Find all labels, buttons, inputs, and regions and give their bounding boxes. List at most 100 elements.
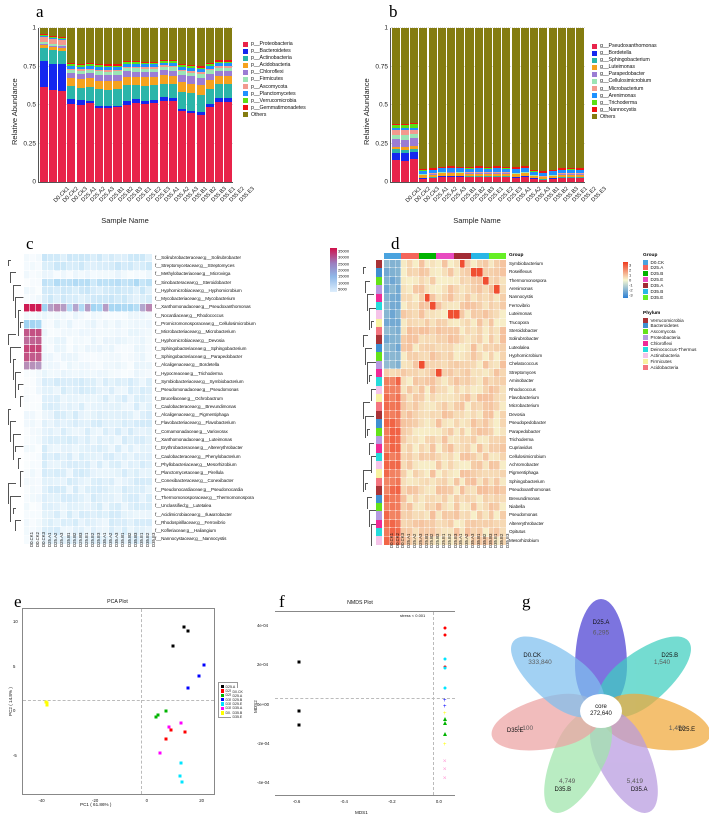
heatmap-cell	[446, 284, 455, 295]
heatmap-cell	[464, 451, 473, 463]
bar-segment	[85, 86, 94, 101]
heatmap-cell	[71, 518, 80, 529]
heatmap-cell	[65, 443, 74, 454]
heatmap-cell	[417, 317, 426, 329]
heatmap-cell	[138, 476, 147, 488]
bar-segment	[548, 171, 557, 175]
heatmap-cell	[412, 317, 420, 329]
heatmap-cell	[394, 325, 403, 337]
legend-swatch	[243, 55, 248, 61]
colorbar-tick-label: -1	[629, 282, 633, 288]
heatmap-cell	[77, 518, 86, 529]
heatmap-cell	[90, 476, 99, 488]
heatmap-cell	[35, 509, 44, 521]
heatmap-column-label: D25.B1	[423, 533, 429, 548]
heatmap-cell	[406, 510, 415, 521]
heatmap-cell	[29, 319, 38, 330]
heatmap-cell	[22, 310, 32, 322]
dendrogram-branch	[15, 371, 21, 373]
heatmap-cell	[383, 342, 391, 354]
dendrogram-branch	[10, 272, 16, 273]
panel-f-legend: D0.CK D25.A D25.B D25.E D35.A D35.B D35.E	[231, 688, 245, 721]
heatmap-cell	[388, 258, 397, 270]
heatmap-column-label: D25.A3	[417, 533, 423, 548]
heatmap-cell	[412, 309, 420, 320]
heatmap-cell	[77, 335, 86, 347]
heatmap-cell	[102, 443, 111, 454]
heatmap-cell	[441, 359, 449, 371]
heatmap-cell	[138, 460, 147, 471]
dendrogram-branch	[369, 510, 376, 511]
heatmap-cell	[429, 476, 438, 488]
heatmap-cell	[77, 352, 86, 363]
heatmap-cell	[406, 409, 415, 421]
data-point	[443, 686, 447, 690]
legend-swatch	[592, 114, 597, 120]
heatmap-cell	[406, 518, 415, 530]
heatmap-cell	[394, 527, 403, 538]
heatmap-cell	[470, 510, 478, 521]
heatmap-cell	[77, 368, 86, 380]
heatmap-cell	[383, 384, 391, 396]
heatmap-cell	[35, 526, 44, 537]
heatmap-cell	[41, 360, 50, 372]
dendrogram-branch	[367, 429, 368, 436]
heatmap-cell	[77, 294, 86, 305]
heatmap-cell	[114, 534, 123, 546]
heatmap-cell	[464, 384, 473, 396]
heatmap-cell	[458, 451, 467, 463]
heatmap-cell	[53, 493, 62, 504]
heatmap-cell	[412, 460, 420, 471]
heatmap-cell	[114, 286, 123, 297]
heatmap-cell	[383, 468, 391, 479]
bar-segment	[391, 123, 400, 126]
heatmap-cell	[388, 527, 397, 538]
heatmap-cell	[114, 269, 123, 280]
phylum-annotation-segment	[376, 519, 382, 528]
heatmap-cell	[412, 426, 420, 438]
heatmap-cell	[446, 527, 455, 538]
heatmap-row-label: f__Nannocystaceae;g__Nannocystis	[155, 536, 227, 542]
heatmap-cell	[429, 384, 438, 396]
heatmap-row-label: f__Hypocreaceae;g__Trichoderma	[155, 370, 223, 376]
heatmap-cell	[108, 501, 117, 512]
heatmap-cell	[429, 535, 438, 547]
bar-segment	[215, 28, 224, 61]
heatmap-cell	[53, 410, 62, 421]
heatmap-cell	[138, 269, 147, 280]
heatmap-cell	[487, 443, 496, 454]
heatmap-cell	[487, 376, 496, 387]
heatmap-cell	[429, 426, 438, 438]
panel-b-genus-barchart: b Relative Abundance 0 0.25 0.5 0.75 1 D0.CK…	[350, 0, 704, 230]
dendrogram-branch	[8, 408, 11, 410]
bar-segment	[391, 125, 400, 129]
heatmap-cell	[417, 434, 426, 446]
heatmap-cell	[53, 468, 62, 479]
heatmap-cell	[394, 451, 403, 463]
legend-label: p__Ascomycota	[251, 83, 288, 90]
heatmap-cell	[90, 368, 99, 380]
bar-segment	[400, 149, 409, 154]
heatmap-cell	[83, 518, 93, 529]
heatmap-cell	[493, 300, 502, 312]
heatmap-cell	[388, 367, 397, 379]
data-point	[178, 774, 182, 778]
bar-segment	[168, 100, 177, 182]
heatmap-cell	[452, 325, 461, 337]
bar-segment	[196, 77, 205, 86]
heatmap-cell	[452, 300, 461, 312]
heatmap-row-label: f__Solirubrobacteraceae;g__Solirubrobact…	[155, 254, 241, 260]
legend-label: Acidobacteria	[650, 364, 679, 370]
heatmap-cell	[423, 502, 432, 513]
dendrogram-branch	[12, 433, 21, 435]
heatmap-cell	[481, 476, 490, 488]
y-tick-label: 1	[32, 24, 36, 32]
heatmap-cell	[138, 534, 147, 546]
heatmap-cell	[429, 409, 438, 421]
heatmap-cell	[458, 325, 467, 337]
stacked-bar	[447, 28, 456, 182]
heatmap-cell	[114, 451, 123, 463]
heatmap-cell	[400, 418, 409, 429]
heatmap-cell	[120, 377, 129, 388]
heatmap-cell	[144, 484, 154, 496]
